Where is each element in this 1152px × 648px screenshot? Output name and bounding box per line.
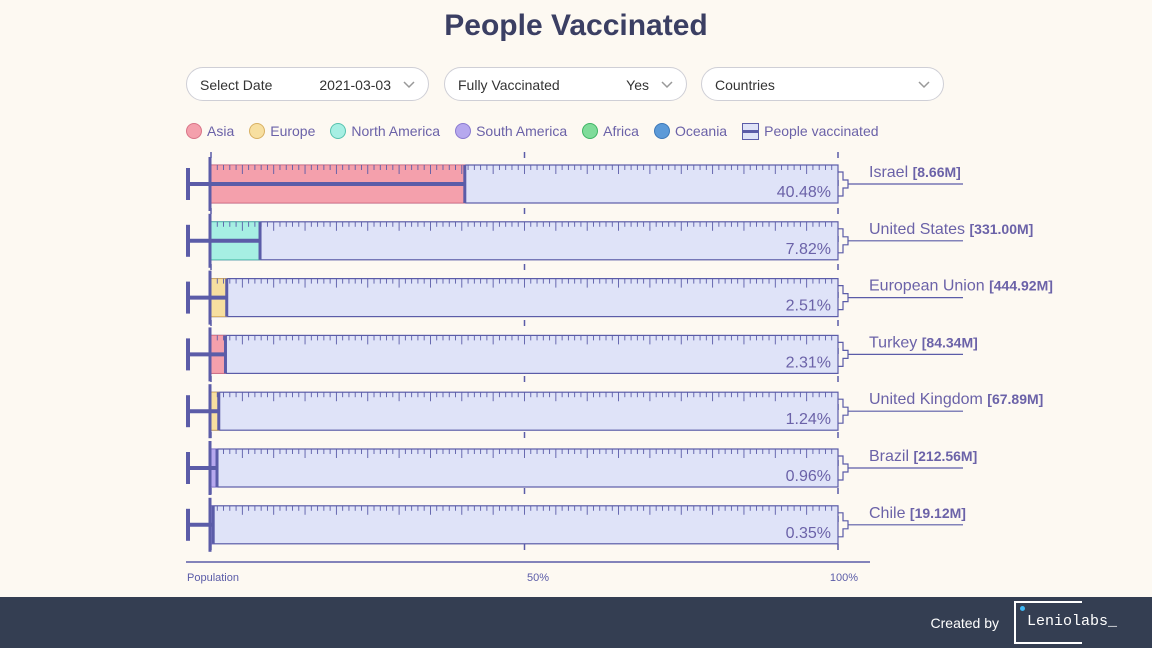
syringe-swatch — [742, 122, 760, 140]
syringe-bar-chart: 40.48% Israel [8.66M] 7.82% United States [… — [186, 152, 1053, 584]
syringe-nozzle — [838, 398, 849, 424]
legend-label: Oceania — [674, 123, 728, 139]
countries-select-label: Countries — [715, 77, 775, 93]
country-label: Brazil [212.56M] — [869, 448, 977, 465]
percent-label: 2.51% — [786, 298, 831, 315]
legend-label: Africa — [603, 123, 639, 139]
axis-label: 100% — [830, 572, 858, 584]
chart-legend: Asia Europe North America South America … — [186, 121, 894, 141]
legend-item-north-america[interactable]: North America — [330, 123, 440, 139]
vaccinated-select-value: Yes — [626, 77, 649, 93]
legend-item-oceania[interactable]: Oceania — [653, 123, 728, 139]
percent-label: 0.35% — [786, 525, 831, 542]
north-america-swatch — [330, 123, 347, 139]
syringe-nozzle — [838, 512, 849, 538]
country-label: United Kingdom [67.89M] — [869, 391, 1043, 408]
axis-label: 50% — [527, 572, 549, 584]
percent-label: 1.24% — [786, 411, 831, 428]
south-america-swatch — [455, 123, 472, 139]
legend-label: South America — [476, 123, 568, 139]
percent-label: 0.96% — [786, 468, 831, 485]
country-label: United States [331.00M] — [869, 221, 1033, 238]
percent-label: 40.48% — [777, 184, 831, 201]
country-label: Turkey [84.34M] — [869, 334, 978, 351]
percent-label: 2.31% — [786, 354, 831, 371]
chevron-down-icon — [403, 81, 415, 89]
legend-item-south-america[interactable]: South America — [455, 123, 567, 139]
legend-item-europe[interactable]: Europe — [249, 123, 315, 139]
syringe-nozzle — [838, 341, 849, 367]
chevron-down-icon — [661, 81, 673, 89]
syringe-nozzle — [838, 455, 849, 481]
country-label: Chile [19.12M] — [869, 505, 966, 522]
percent-label: 7.82% — [786, 241, 831, 258]
syringe-nozzle — [838, 285, 849, 311]
africa-swatch — [582, 123, 599, 139]
country-label: European Union [444.92M] — [869, 278, 1053, 295]
leniolabs-logo[interactable] — [1014, 601, 1082, 644]
legend-label: People vaccinated — [764, 123, 879, 139]
countries-select[interactable]: Countries — [701, 67, 944, 101]
created-by-text: Created by — [930, 615, 999, 631]
axis-label: Population — [187, 572, 239, 584]
logo-text: Leniolabs_ — [1027, 613, 1118, 630]
date-select-label: Select Date — [200, 77, 273, 93]
country-label: Israel [8.66M] — [869, 164, 961, 181]
syringe-nozzle — [838, 171, 849, 197]
vaccinated-select[interactable]: Fully Vaccinated Yes — [444, 67, 687, 101]
logo-dot — [1020, 606, 1025, 611]
vaccinated-select-label: Fully Vaccinated — [458, 77, 560, 93]
legend-item-people-vaccinated: People vaccinated — [742, 122, 879, 140]
legend-item-africa[interactable]: Africa — [582, 123, 639, 139]
date-select[interactable]: Select Date 2021-03-03 — [186, 67, 429, 101]
legend-label: Europe — [270, 123, 316, 139]
europe-swatch — [249, 123, 266, 139]
syringe-nozzle — [838, 228, 849, 254]
oceania-swatch — [653, 123, 670, 139]
chevron-down-icon — [918, 81, 930, 89]
asia-swatch — [186, 123, 202, 139]
page-title: People Vaccinated — [444, 9, 708, 42]
legend-label: Asia — [207, 123, 235, 139]
footer: Created by Leniolabs_ — [0, 597, 1152, 648]
legend-item-asia[interactable]: Asia — [186, 123, 234, 139]
legend-label: North America — [351, 123, 441, 139]
date-select-value: 2021-03-03 — [319, 77, 391, 93]
